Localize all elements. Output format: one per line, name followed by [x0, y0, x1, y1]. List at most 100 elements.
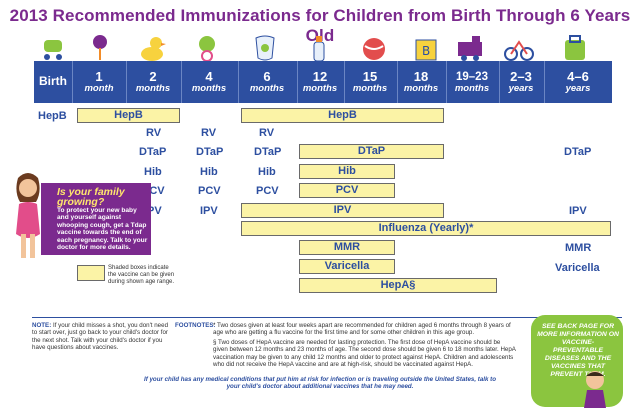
age-label: Birth: [39, 74, 67, 88]
school-bag-icon: [565, 35, 585, 60]
age-18-months: 18 months: [397, 61, 445, 103]
pacifier-icon: [199, 36, 215, 62]
bottle-icon: [313, 36, 325, 62]
vaccine-dtap-4-months: DTaP: [196, 146, 224, 158]
age-divider: [499, 61, 500, 103]
age-unit: month: [84, 83, 114, 94]
age-unit: years: [508, 83, 534, 94]
vaccine-varicella-4-6-years: Varicella: [555, 262, 600, 274]
note-text: If your child misses a shot, you don't n…: [32, 322, 169, 351]
age-6-months: 6 months: [238, 61, 296, 103]
rattle-icon: [93, 35, 107, 60]
age-divider: [297, 61, 298, 103]
age-birth-cell: [34, 61, 73, 103]
age-divider: [126, 61, 127, 103]
vaccine-dtap-4-6-years: DTaP: [564, 146, 592, 158]
age-2-months: 2 months: [126, 61, 180, 103]
footnote-influenza: * Two doses given at least four weeks ap…: [213, 322, 511, 337]
age-header-band: [34, 61, 612, 103]
age-19-23-months: 19–23 months: [446, 61, 498, 103]
age-unit: months: [135, 83, 171, 94]
bar-varicella-12-15-months: Varicella: [299, 259, 395, 274]
age-number: 4: [205, 69, 213, 84]
vaccine-ipv-4-6-years: IPV: [569, 205, 587, 217]
age-unit: months: [191, 83, 227, 94]
vaccine-rv-6-months: RV: [259, 127, 275, 139]
vaccine-pcv-4-months: PCV: [198, 185, 221, 197]
see-back-page-box: See back page for more information on va…: [531, 315, 623, 407]
closing-advice: If your child has any medical conditions…: [143, 376, 497, 391]
svg-text:B: B: [422, 44, 430, 58]
vaccine-rv-4-months: RV: [201, 127, 217, 139]
age-number: 2: [149, 69, 157, 84]
age-number: 1: [95, 69, 103, 84]
age-unit: months: [454, 83, 490, 94]
bar-hepb-6-18-months: HepB: [241, 108, 444, 123]
vaccine-pcv-6-months: PCV: [256, 185, 279, 197]
age-unit: months: [403, 83, 439, 94]
vaccine-hib-6-months: Hib: [258, 166, 276, 178]
bar-influenza-yearly: Influenza (Yearly)*: [241, 221, 611, 236]
footnote-hepa: § Two doses of HepA vaccine are needed f…: [213, 339, 516, 368]
vaccine-mmr-4-6-years: MMR: [565, 242, 592, 254]
age-divider: [344, 61, 345, 103]
vaccine-dtap-6-months: DTaP: [254, 146, 282, 158]
age-unit: years: [565, 83, 591, 94]
legend-swatch: [77, 265, 105, 281]
age-number: 12: [312, 69, 328, 84]
legend-text: Shaded boxes indicate the vaccine can be…: [108, 265, 175, 285]
age-2-3-years: 2–3 years: [499, 61, 543, 103]
age-number: 6: [263, 69, 271, 84]
bottom-section-rule: [32, 317, 622, 418]
age-divider: [544, 61, 545, 103]
toy-block-icon: B: [415, 39, 437, 61]
bar-dtap-12-18-months: DTaP: [299, 144, 444, 159]
age-number: 15: [362, 69, 378, 84]
bib-icon: [255, 35, 275, 61]
age-number: 19–23: [456, 71, 488, 83]
stroller-icon: [44, 40, 62, 60]
footnotes-label: FOOTNOTES:: [175, 322, 216, 329]
callout-body: To protect your new baby and yourself ag…: [57, 207, 148, 252]
bar-pcv-12-15-months: PCV: [299, 183, 395, 198]
bar-ipv-6-18-months: IPV: [241, 203, 444, 218]
age-number: 18: [413, 69, 429, 84]
age-4-months: 4 months: [181, 61, 237, 103]
bar-hepa-12-23-months: HepA§: [299, 278, 497, 293]
vaccine-hib-2-months: Hib: [144, 166, 162, 178]
bar-hib-12-15-months: Hib: [299, 164, 395, 179]
train-icon: [458, 36, 482, 61]
pregnancy-tdap-callout: Is your family growing? To protect your …: [41, 183, 151, 255]
duck-icon: [141, 37, 166, 61]
see-back-text: See back page for more information on va…: [537, 323, 619, 378]
page-title: 2013 Recommended Immunizations for Child…: [9, 6, 631, 45]
callout-heading: Is your family growing?: [57, 186, 125, 208]
age-4-6-years: 4–6 years: [544, 61, 612, 103]
note-label: NOTE:: [32, 322, 52, 329]
age-number: 4–6: [567, 69, 589, 84]
age-birth: Birth: [34, 61, 72, 103]
vaccine-hib-4-months: Hib: [200, 166, 218, 178]
age-unit: months: [352, 83, 388, 94]
age-number: 2–3: [510, 69, 532, 84]
vaccine-ipv-4-months: IPV: [200, 205, 218, 217]
age-divider: [181, 61, 182, 103]
bar-hepb-1-2-months: HepB: [77, 108, 180, 123]
age-divider: [397, 61, 398, 103]
age-divider: [446, 61, 447, 103]
vaccine-dtap-2-months: DTaP: [139, 146, 167, 158]
note-block: NOTE: If your child misses a shot, you d…: [32, 322, 172, 351]
vaccine-hepb-birth: HepB: [38, 110, 67, 122]
vaccine-rv-2-months: RV: [146, 127, 162, 139]
bar-mmr-12-15-months: MMR: [299, 240, 395, 255]
tricycle-icon: [504, 40, 534, 61]
age-1-month: 1 month: [73, 61, 125, 103]
child-illustration: [584, 371, 606, 408]
ball-icon: [363, 38, 385, 60]
age-unit: months: [302, 83, 338, 94]
age-unit: months: [249, 83, 285, 94]
age-15-months: 15 months: [344, 61, 396, 103]
mother-illustration: [16, 173, 40, 258]
age-12-months: 12 months: [297, 61, 343, 103]
age-divider: [238, 61, 239, 103]
